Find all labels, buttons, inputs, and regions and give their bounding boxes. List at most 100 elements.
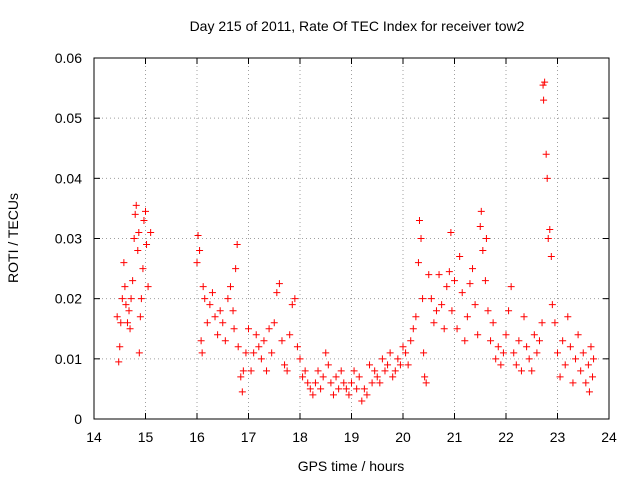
data-point [525,355,533,363]
data-point [584,361,592,369]
data-point [404,361,412,369]
data-point [196,247,204,255]
data-points [113,78,598,405]
data-point [492,355,500,363]
data-point [577,367,585,375]
data-point [497,361,505,369]
data-point [140,216,148,224]
data-point [306,385,314,393]
data-point [443,283,451,291]
data-point [456,253,464,261]
y-axis-label: ROTI / TECUs [5,193,21,283]
x-tick-label: 21 [447,429,463,445]
data-point [131,210,139,218]
data-point [384,361,392,369]
data-point [142,207,149,215]
data-point [409,325,417,333]
data-point [569,379,577,387]
data-point [544,235,552,242]
data-point [122,301,130,309]
data-point [120,259,128,267]
data-point [319,373,327,381]
data-point [229,307,237,315]
data-point [304,379,312,387]
data-point [263,367,271,375]
data-point [317,385,325,393]
data-point [127,295,135,303]
data-point [345,391,353,399]
data-point [574,331,582,339]
data-point [447,228,455,236]
data-point [237,373,245,381]
data-point [329,391,337,399]
data-point [539,81,547,89]
data-point [419,295,427,303]
data-point [134,247,142,255]
x-tick-label: 19 [344,429,360,445]
data-point [208,289,216,297]
data-point [561,361,569,369]
data-point [232,265,240,273]
data-point [551,319,559,327]
data-point [412,313,420,321]
data-point [337,367,345,375]
y-tick-label: 0.02 [55,291,82,307]
data-point [360,385,368,393]
data-point [327,379,335,387]
data-point [221,337,229,345]
data-point [589,373,597,381]
data-point [230,325,238,333]
data-point [216,307,224,315]
data-point [451,277,458,285]
x-tick-label: 24 [601,429,617,445]
data-point [590,355,598,363]
data-point [309,391,317,399]
data-point [421,373,429,381]
data-point [422,379,430,387]
data-point [368,379,376,387]
data-point [135,228,143,236]
data-point [193,259,201,267]
data-point [414,259,422,267]
data-point [402,349,410,357]
data-point [201,295,209,303]
data-point [296,355,304,363]
data-point [117,319,125,327]
data-point [283,367,291,375]
data-point [245,325,252,333]
data-point [440,325,448,333]
data-point [425,271,433,279]
data-point [286,331,294,339]
data-point [487,337,495,345]
x-axis-label: GPS time / hours [298,458,405,474]
data-point [113,313,121,321]
x-tick-label: 20 [395,429,411,445]
data-point [348,379,355,387]
data-point [512,361,520,369]
data-point [507,283,515,291]
data-point [137,295,145,303]
data-point [427,295,435,303]
data-point [366,361,374,369]
y-axis: 0 0.01 0.02 0.03 0.04 0.05 0.06 [55,50,609,427]
y-tick-label: 0.05 [55,110,82,126]
data-point [481,277,489,285]
x-tick-label: 23 [550,429,566,445]
data-point [432,307,440,315]
data-point [572,355,580,363]
data-point [250,349,258,357]
data-point [299,373,307,381]
data-point [311,379,319,387]
data-point [520,313,528,321]
data-point [540,96,548,104]
data-point [238,388,246,396]
data-point [234,343,242,351]
data-point [523,343,531,351]
data-point [270,319,278,327]
x-tick-label: 16 [189,429,205,445]
data-point [126,325,134,333]
data-point [242,349,250,357]
data-point [541,78,549,86]
data-point [547,253,555,261]
data-point [363,391,371,399]
